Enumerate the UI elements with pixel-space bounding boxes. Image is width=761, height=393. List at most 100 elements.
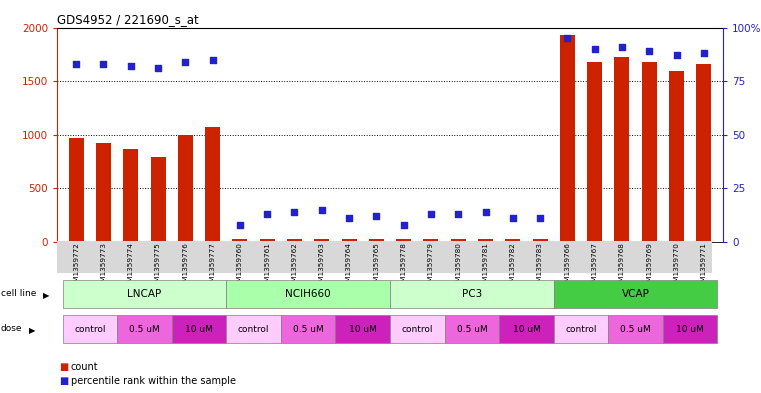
Text: GSM1359779: GSM1359779: [428, 242, 434, 291]
Point: [534, 215, 546, 221]
Text: GDS4952 / 221690_s_at: GDS4952 / 221690_s_at: [57, 13, 199, 26]
Bar: [369, 239, 384, 242]
Text: 0.5 uM: 0.5 uM: [620, 325, 651, 334]
Bar: [151, 157, 166, 242]
Bar: [696, 64, 712, 242]
Text: 0.5 uM: 0.5 uM: [457, 325, 487, 334]
Bar: [123, 149, 139, 242]
Bar: [614, 57, 629, 242]
Text: GSM1359777: GSM1359777: [209, 242, 215, 291]
Bar: [444, 315, 499, 343]
Text: GSM1359781: GSM1359781: [482, 242, 489, 291]
Bar: [390, 280, 554, 308]
Bar: [396, 239, 411, 242]
Bar: [554, 280, 718, 308]
Text: GSM1359780: GSM1359780: [455, 242, 461, 291]
Bar: [533, 239, 548, 242]
Text: 10 uM: 10 uM: [349, 325, 377, 334]
Text: LNCAP: LNCAP: [127, 289, 161, 299]
Bar: [314, 239, 330, 242]
Text: GSM1359764: GSM1359764: [346, 242, 352, 291]
Point: [261, 211, 273, 217]
Bar: [642, 62, 657, 242]
Bar: [205, 127, 220, 242]
Point: [616, 44, 628, 50]
Text: control: control: [402, 325, 433, 334]
Text: ▶: ▶: [43, 291, 49, 300]
Bar: [62, 280, 226, 308]
Bar: [390, 315, 444, 343]
Bar: [499, 315, 554, 343]
Point: [70, 61, 82, 67]
Text: GSM1359772: GSM1359772: [73, 242, 79, 291]
Bar: [451, 239, 466, 242]
Text: GSM1359766: GSM1359766: [565, 242, 571, 291]
Text: GSM1359775: GSM1359775: [155, 242, 161, 291]
Point: [643, 48, 655, 54]
Point: [206, 57, 218, 63]
Point: [479, 209, 492, 215]
Point: [425, 211, 437, 217]
Bar: [96, 143, 111, 242]
Text: GSM1359768: GSM1359768: [619, 242, 625, 291]
Point: [152, 65, 164, 72]
Text: GSM1359762: GSM1359762: [291, 242, 298, 291]
Text: dose: dose: [1, 325, 22, 333]
Bar: [172, 315, 226, 343]
Text: GSM1359769: GSM1359769: [646, 242, 652, 291]
Text: GSM1359778: GSM1359778: [400, 242, 406, 291]
Text: 10 uM: 10 uM: [677, 325, 704, 334]
Bar: [342, 239, 357, 242]
Text: cell line: cell line: [1, 289, 36, 298]
Point: [371, 213, 383, 219]
Text: VCAP: VCAP: [622, 289, 650, 299]
Text: GSM1359767: GSM1359767: [592, 242, 597, 291]
Text: ■: ■: [59, 362, 68, 373]
Text: ■: ■: [59, 376, 68, 386]
Text: GSM1359761: GSM1359761: [264, 242, 270, 291]
Bar: [260, 239, 275, 242]
Text: PC3: PC3: [462, 289, 482, 299]
Text: 10 uM: 10 uM: [512, 325, 540, 334]
Point: [343, 215, 355, 221]
Point: [125, 63, 137, 69]
Point: [397, 221, 409, 228]
Point: [180, 59, 192, 65]
Bar: [226, 280, 390, 308]
Text: NCIH660: NCIH660: [285, 289, 331, 299]
Point: [97, 61, 110, 67]
Bar: [281, 315, 336, 343]
Bar: [587, 62, 602, 242]
Text: GSM1359760: GSM1359760: [237, 242, 243, 291]
Text: GSM1359765: GSM1359765: [374, 242, 380, 291]
Point: [698, 50, 710, 56]
Text: GSM1359773: GSM1359773: [100, 242, 107, 291]
Point: [670, 52, 683, 59]
Point: [562, 35, 574, 41]
Bar: [336, 315, 390, 343]
Bar: [608, 315, 663, 343]
Point: [316, 206, 328, 213]
Text: count: count: [71, 362, 98, 373]
Text: GSM1359776: GSM1359776: [183, 242, 188, 291]
Bar: [505, 239, 521, 242]
Text: percentile rank within the sample: percentile rank within the sample: [71, 376, 236, 386]
Bar: [117, 315, 172, 343]
Bar: [68, 138, 84, 242]
Bar: [178, 134, 193, 242]
Point: [452, 211, 464, 217]
Text: ▶: ▶: [29, 327, 36, 335]
Text: control: control: [238, 325, 269, 334]
Text: 0.5 uM: 0.5 uM: [129, 325, 160, 334]
Bar: [554, 315, 608, 343]
Text: control: control: [74, 325, 106, 334]
Point: [507, 215, 519, 221]
Point: [288, 209, 301, 215]
Text: GSM1359763: GSM1359763: [319, 242, 325, 291]
Bar: [62, 315, 117, 343]
Bar: [423, 239, 438, 242]
Bar: [232, 239, 247, 242]
Text: 10 uM: 10 uM: [185, 325, 213, 334]
Text: GSM1359771: GSM1359771: [701, 242, 707, 291]
Text: control: control: [565, 325, 597, 334]
